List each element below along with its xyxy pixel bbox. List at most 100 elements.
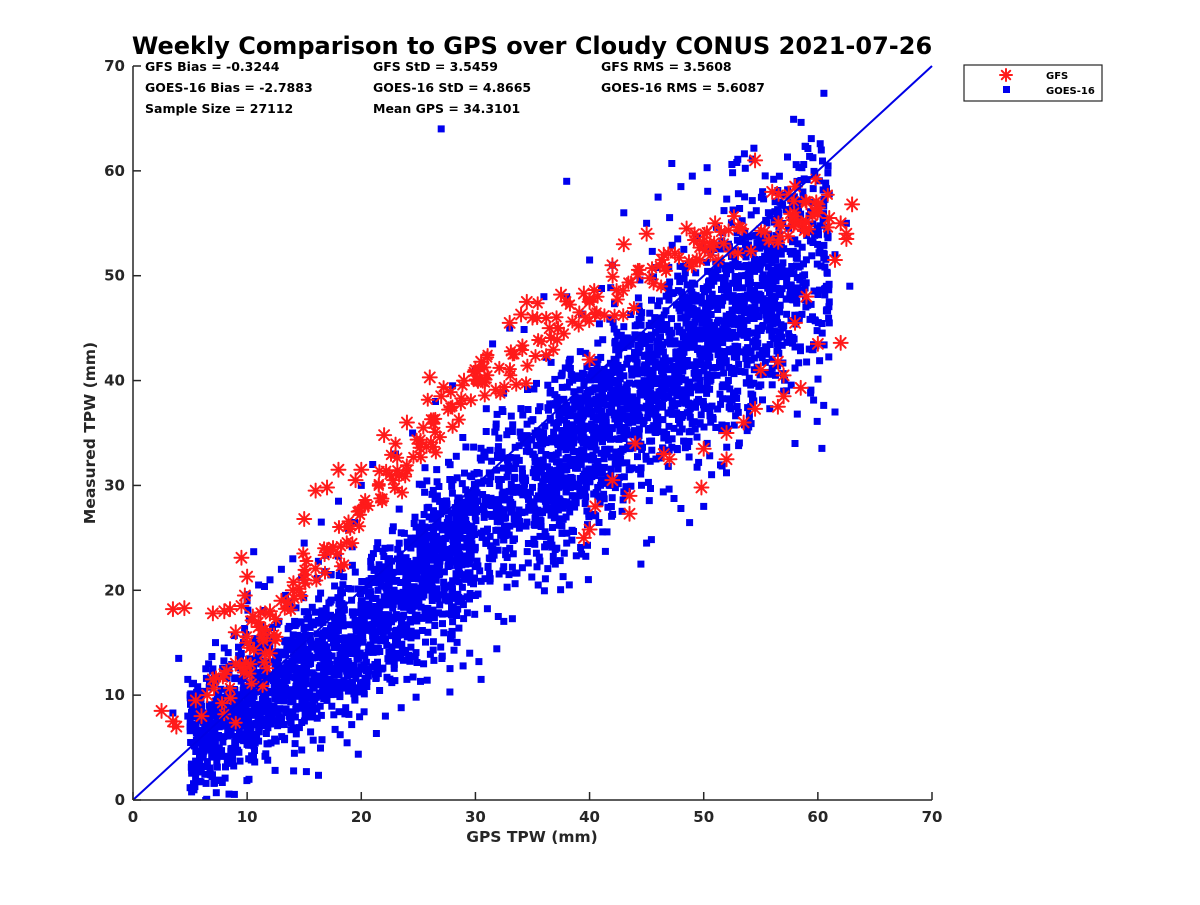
goes16-point [420,592,427,599]
goes16-point [715,317,722,324]
goes16-point [436,570,443,577]
goes16-point [317,745,324,752]
gfs-point [318,542,330,554]
goes16-point [209,771,216,778]
goes16-point [505,468,512,475]
goes16-point [466,556,473,563]
goes16-point [372,637,379,644]
goes16-point [238,650,245,657]
gfs-point [577,531,591,545]
goes16-point [449,618,456,625]
goes16-point [438,125,445,132]
goes16-point [493,421,500,428]
goes16-point [723,196,730,203]
goes16-point [681,343,688,350]
gfs-point [427,418,439,430]
goes16-point [564,384,571,391]
goes16-point [692,298,699,305]
gfs-point [640,227,654,241]
stat-goes-std: GOES-16 StD = 4.8665 [373,80,531,95]
goes16-point [648,334,655,341]
goes16-point [686,454,693,461]
goes16-point [599,392,606,399]
goes16-point [293,665,300,672]
goes16-point [558,435,565,442]
goes16-point [757,381,764,388]
goes16-point [188,767,195,774]
goes16-point [530,536,537,543]
goes16-point [521,326,528,333]
goes16-point [474,498,481,505]
gfs-point [494,387,506,399]
goes16-point [825,353,832,360]
goes16-point [413,618,420,625]
legend-goes-square-icon [1003,86,1010,93]
goes16-point [315,647,322,654]
goes16-point [339,581,346,588]
goes16-point [512,580,519,587]
goes16-point [821,291,828,298]
goes16-point [227,748,234,755]
goes16-point [310,737,317,744]
gfs-point [765,185,779,199]
goes16-point [422,565,429,572]
goes16-point [719,395,726,402]
goes16-point [808,135,815,142]
goes16-point [846,283,853,290]
goes16-point [729,169,736,176]
gfs-point [605,258,619,272]
goes16-point [689,419,696,426]
plot-area [133,66,932,827]
goes16-point [248,757,255,764]
goes16-point [770,299,777,306]
goes16-point [431,622,438,629]
gfs-point [309,484,323,498]
gfs-point [583,353,597,367]
goes16-point [821,264,828,271]
legend-label-gfs: GFS [1046,71,1068,82]
goes16-point [213,789,220,796]
gfs-point [617,237,631,251]
goes16-point [558,523,565,530]
goes16-point [814,418,821,425]
stats-block: GFS Bias = -0.3244 GFS StD = 3.5459 GFS … [145,59,765,116]
goes16-point [773,319,780,326]
goes16-point [264,757,271,764]
goes16-point [298,747,305,754]
goes16-point [585,424,592,431]
goes16-point [338,636,345,643]
goes16-point [520,484,527,491]
goes16-point [426,545,433,552]
goes16-point [246,776,253,783]
goes16-point [563,178,570,185]
gfs-point [811,337,825,351]
gfs-point [391,452,403,464]
gfs-point [200,688,214,702]
goes16-point [247,710,254,717]
goes16-point [292,740,299,747]
goes16-point [445,551,452,558]
goes16-point [745,357,752,364]
goes16-point [719,297,726,304]
goes16-point [637,471,644,478]
goes16-point [783,311,790,318]
goes16-point [421,511,428,518]
gfs-point [554,288,568,302]
goes16-point [196,778,203,785]
goes16-point [736,348,743,355]
goes16-point [565,502,572,509]
x-tick-label: 60 [807,808,828,826]
goes16-point [425,571,432,578]
goes16-point [749,392,756,399]
goes16-point [720,381,727,388]
goes16-point [319,613,326,620]
gfs-point [271,631,283,643]
goes16-point [581,478,588,485]
goes16-point [359,652,366,659]
stat-mean-gps: Mean GPS = 34.3101 [373,101,520,116]
goes16-point [451,647,458,654]
stat-goes-rms: GOES-16 RMS = 5.6087 [601,80,765,95]
goes16-point [577,436,584,443]
goes16-point [235,749,242,756]
goes16-point [309,682,316,689]
